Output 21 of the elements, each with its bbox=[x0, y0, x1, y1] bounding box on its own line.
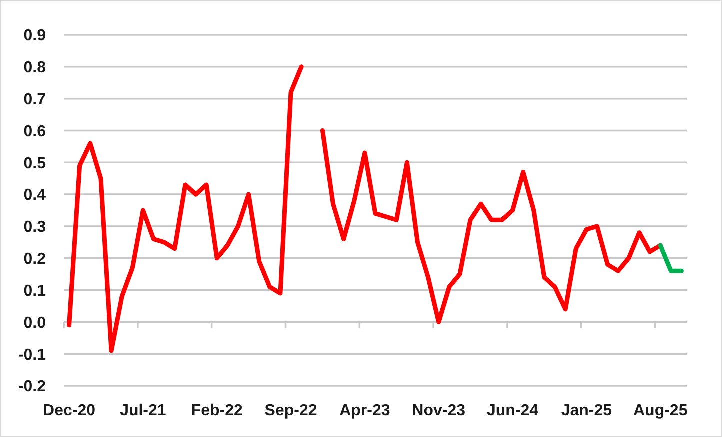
y-tick-label: -0.1 bbox=[18, 346, 46, 364]
x-tick-label: Feb-22 bbox=[191, 402, 243, 420]
x-tick-label: Jan-25 bbox=[561, 402, 612, 420]
y-tick-label: -0.2 bbox=[18, 378, 46, 396]
x-tick-label: Apr-23 bbox=[340, 402, 390, 420]
x-tick-label: Dec-20 bbox=[43, 402, 96, 420]
y-tick-label: 0.0 bbox=[24, 314, 46, 332]
x-tick-label: Jul-21 bbox=[120, 402, 166, 420]
y-tick-label: 0.1 bbox=[24, 282, 46, 300]
x-tick-label: Aug-25 bbox=[633, 402, 688, 420]
y-tick-label: 0.3 bbox=[24, 219, 46, 236]
x-tick-label: Sep-22 bbox=[264, 402, 318, 420]
y-tick-label: 0.5 bbox=[24, 155, 46, 172]
y-tick-label: 0.4 bbox=[24, 187, 46, 204]
x-tick-label: Nov-23 bbox=[412, 402, 466, 420]
y-tick-label: 0.9 bbox=[24, 28, 46, 45]
y-tick-label: 0.6 bbox=[24, 123, 46, 140]
y-tick-label: 0.2 bbox=[24, 251, 46, 268]
y-tick-label: 0.7 bbox=[24, 92, 46, 108]
y-tick-label: 0.8 bbox=[24, 60, 46, 77]
x-tick-label: Jun-24 bbox=[486, 402, 539, 420]
